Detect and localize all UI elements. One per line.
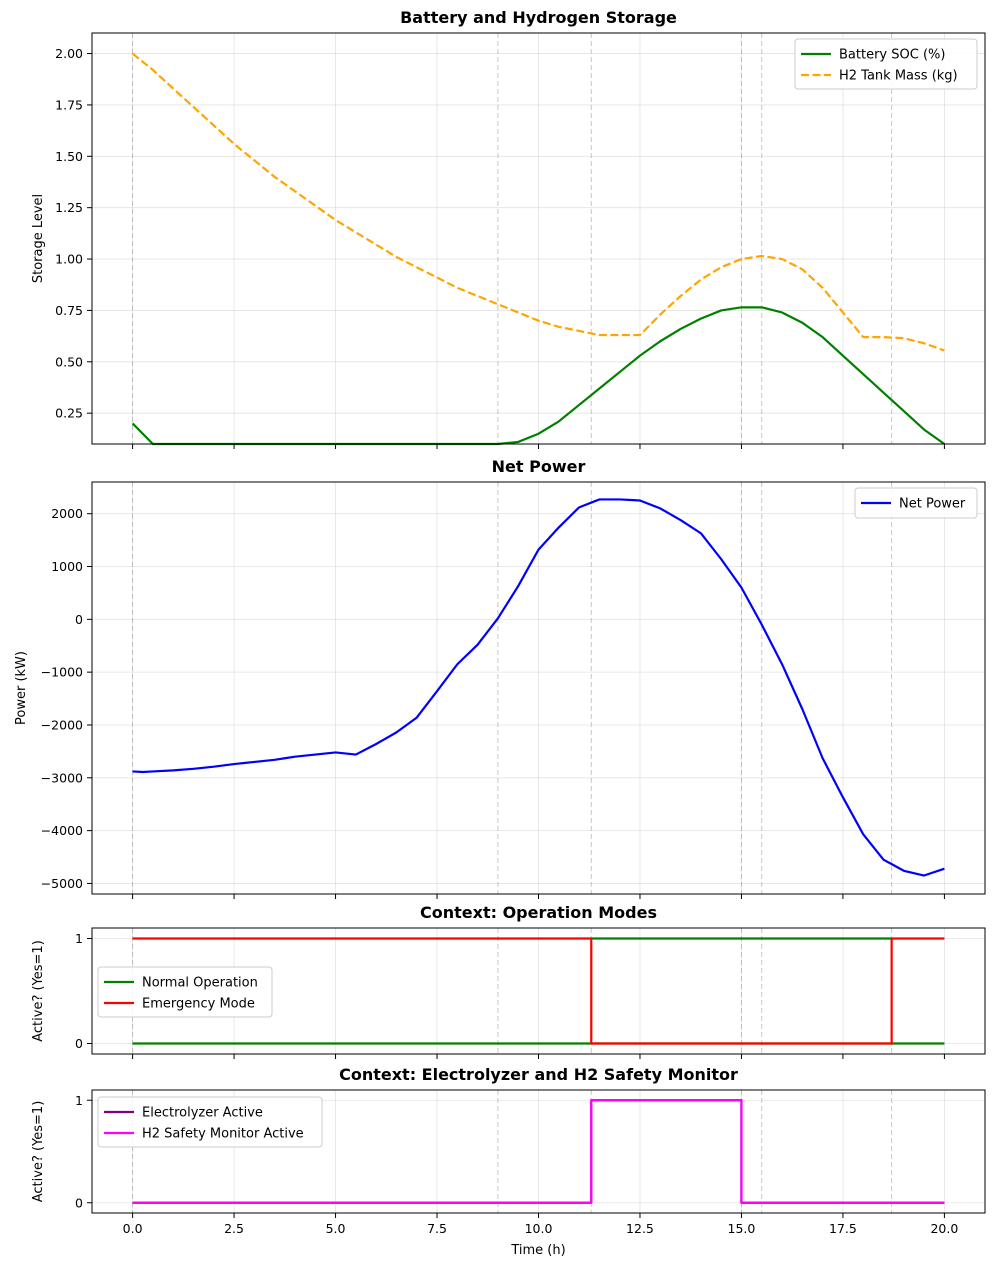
chart-title: Battery and Hydrogen Storage [400, 8, 677, 27]
x-tick-label: 7.5 [427, 1221, 447, 1236]
y-tick-label: 0 [75, 1195, 83, 1210]
legend: Normal Operation Emergency Mode [97, 966, 273, 1018]
y-tick-label: 2.00 [55, 46, 83, 61]
legend-box [97, 1096, 323, 1148]
y-tick-label: 0 [75, 1036, 83, 1051]
x-tick-label: 20.0 [930, 1221, 958, 1236]
series-line-emergency-mode [132, 937, 945, 1045]
y-tick-label: 1.50 [55, 149, 83, 164]
chart-title: Context: Operation Modes [420, 903, 657, 922]
legend-label-h2-safety-monitor-active: H2 Safety Monitor Active [142, 1127, 304, 1142]
y-tick-label: −1000 [41, 665, 83, 680]
x-tick-label: 15.0 [728, 1221, 756, 1236]
series-line-net-power [132, 498, 945, 877]
chart-title: Context: Electrolyzer and H2 Safety Moni… [339, 1065, 738, 1084]
x-tick-label: 2.5 [224, 1221, 244, 1236]
y-tick-label: 1000 [51, 559, 83, 574]
legend-label-electrolyzer-active: Electrolyzer Active [142, 1106, 263, 1121]
y-tick-label: −4000 [41, 823, 83, 838]
y-tick-label: −2000 [41, 717, 83, 732]
legend-label-battery-soc: Battery SOC (%) [839, 48, 945, 63]
x-tick-label: 10.0 [525, 1221, 553, 1236]
legend-label-normal-operation: Normal Operation [142, 976, 258, 991]
y-tick-label: 2000 [51, 506, 83, 521]
panel-1: 0.25 0.50 0.75 1.00 1.25 1.50 1.75 2.00 Battery … [31, 8, 986, 449]
y-axis-label: Active? (Yes=1) [31, 1101, 46, 1203]
y-tick-label: 0.50 [55, 354, 83, 369]
x-tick-label: 17.5 [829, 1221, 857, 1236]
legend-box [854, 487, 978, 519]
y-tick-label: 1.75 [55, 97, 83, 112]
legend: Net Power [854, 487, 978, 519]
x-axis-label: Time (h) [510, 1243, 565, 1258]
y-tick-label: 1 [75, 1093, 83, 1108]
legend: Battery SOC (%) H2 Tank Mass (kg) [794, 38, 978, 90]
y-tick-label: 1.25 [55, 200, 83, 215]
chart-title: Net Power [492, 457, 586, 476]
x-tick-label: 12.5 [626, 1221, 654, 1236]
panel-4: 0.0 2.5 5.0 7.5 10.0 12.5 15.0 17.5 20.0 0 1 Contex… [31, 1065, 986, 1258]
y-tick-label: −5000 [41, 876, 83, 891]
legend-label-h2-tank-mass-kg: H2 Tank Mass (kg) [839, 69, 958, 84]
y-tick-label: 1 [75, 931, 83, 946]
y-axis-label: Storage Level [31, 194, 46, 283]
panel-2: −5000 −4000 −3000 −2000 −1000 0 1000 2000 Net Po… [14, 457, 986, 899]
y-axis-label: Active? (Yes=1) [31, 940, 46, 1042]
legend-label-emergency-mode: Emergency Mode [142, 997, 255, 1012]
y-tick-label: 0 [75, 612, 83, 627]
legend-box [794, 38, 978, 90]
series-line-h2-safety-monitor-active [132, 1099, 945, 1204]
y-tick-label: 1.00 [55, 252, 83, 267]
y-axis-label: Power (kW) [14, 651, 29, 725]
y-tick-label: −3000 [41, 770, 83, 785]
x-tick-label: 0.0 [123, 1221, 143, 1236]
legend: Electrolyzer Active H2 Safety Monitor Act… [97, 1096, 323, 1148]
legend-box [97, 966, 273, 1018]
y-tick-label: 0.75 [55, 303, 83, 318]
series-line-h2-tank-mass-kg [131, 52, 945, 352]
legend-label-net-power: Net Power [899, 497, 966, 512]
panel-3: 0 1 Context: Operation Modes Active? (Yes=1… [31, 903, 986, 1059]
y-tick-label: 0.25 [55, 406, 83, 421]
x-tick-label: 5.0 [326, 1221, 346, 1236]
